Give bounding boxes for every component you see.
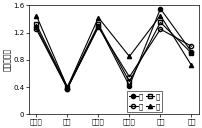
Legend: 春, 夏, 秋, 冬: 春, 夏, 秋, 冬	[127, 91, 162, 112]
春	[190, 51, 193, 52]
夏	[66, 88, 68, 89]
秋	[190, 52, 193, 54]
冬	[128, 56, 131, 57]
春	[35, 26, 38, 28]
Y-axis label: 时空标准差: 时空标准差	[3, 48, 12, 71]
春	[66, 88, 68, 89]
冬	[159, 15, 162, 16]
冬	[190, 65, 193, 66]
春	[97, 25, 100, 26]
冬	[66, 86, 68, 88]
夏	[190, 45, 193, 47]
Line: 秋: 秋	[34, 20, 194, 89]
秋	[159, 22, 162, 23]
夏	[159, 28, 162, 30]
秋	[97, 24, 100, 25]
秋	[35, 24, 38, 25]
春	[128, 85, 131, 87]
夏	[35, 28, 38, 30]
夏	[128, 76, 131, 78]
冬	[35, 15, 38, 16]
春	[159, 8, 162, 9]
秋	[66, 86, 68, 88]
冬	[97, 17, 100, 18]
Line: 夏: 夏	[34, 25, 194, 91]
秋	[128, 81, 131, 82]
夏	[97, 26, 100, 28]
Line: 春: 春	[34, 7, 194, 91]
Line: 冬: 冬	[34, 13, 194, 89]
